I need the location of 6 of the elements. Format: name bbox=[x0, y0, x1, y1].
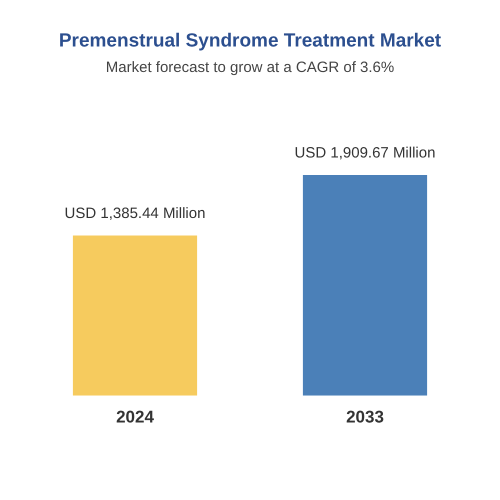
data-label: USD 1,385.44 Million bbox=[64, 205, 206, 222]
x-tick-label: 2024 bbox=[116, 407, 154, 426]
data-label: USD 1,909.67 Million bbox=[294, 144, 436, 162]
chart-title: Premenstrual Syndrome Treatment Market bbox=[58, 30, 442, 52]
x-tick-label: 2033 bbox=[346, 407, 384, 426]
chart-subtitle: Market forecast to grow at a CAGR of 3.6% bbox=[106, 58, 394, 76]
